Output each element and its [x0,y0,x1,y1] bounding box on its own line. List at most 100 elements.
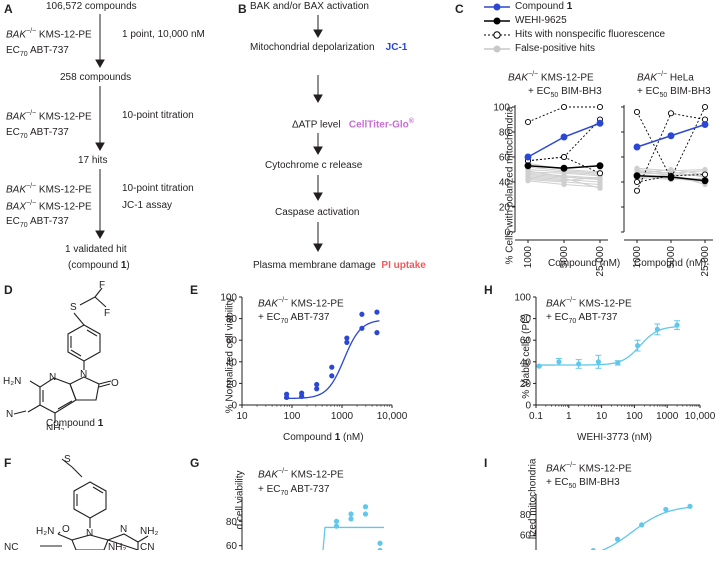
H-point [595,359,602,365]
legend-compound1 [484,3,510,11]
svg-text:H₂N: H₂N [3,376,21,387]
c-xtick-label: 1000 [523,246,534,269]
c-series-point [525,178,531,184]
c-ytick-label: 20 [499,203,511,214]
c-series-point [596,170,604,177]
E-xtick-label: 100 [284,411,301,422]
I-fit-curve [601,506,691,550]
panel-a-step4-line2: (compound 1) [68,260,130,271]
svg-text:N: N [6,409,13,420]
c-series-point [667,132,675,140]
E-point [329,373,335,379]
c-series-point [597,184,603,190]
c-ytick-label: 60 [499,153,511,164]
panel-b-step2: Mitochondrial depolarization JC-1 [250,42,408,53]
c-xtick-label: 25,000 [595,246,606,277]
c-series-point [634,165,640,171]
panel-b-step4: Cytochrome c release [265,160,363,171]
panel-h-title-line2: + EC70 ABT-737 [546,312,618,325]
panel-label-d: D [4,283,13,297]
panel-a-screen3-assay: JC-1 assay [122,200,173,211]
I-point [663,506,669,513]
panel-a-step3: 17 hits [78,155,108,166]
E-point [284,394,290,401]
svg-text:F: F [99,280,105,291]
E-xtick-label: 10,000 [377,411,408,422]
c-series-line [636,174,706,183]
panel-label-a: A [4,2,13,16]
panel-c-legend [484,3,510,53]
svg-text:N: N [86,528,93,539]
panel-b-step6: Plasma membrane damage PI uptake [253,260,426,271]
c-ytick-label: 0 [504,228,510,239]
svg-text:O: O [62,524,70,535]
c-ytick-label: 80 [499,128,511,139]
panel-label-f: F [4,456,12,470]
panel-a-step4-line1: 1 validated hit [65,244,127,255]
G-point [377,547,383,550]
G-ytick-label: 60 [226,541,238,550]
legend-false-positive [484,45,510,53]
panel-a-screen1-mode: 1 point, 10,000 nM [122,29,205,40]
panel-label-h: H [484,283,493,297]
H-ytick-label: 80 [520,314,532,325]
H-ytick-label: 40 [520,357,532,368]
panel-a-step1: 106,572 compounds [46,1,137,12]
E-ytick-label: 80 [226,314,238,325]
E-point [344,335,350,341]
E-ytick-label: 40 [226,357,238,368]
panel-i-title-line1: BAK−/− KMS-12-PE [546,462,632,475]
H-point [634,343,641,349]
I-point [639,522,645,528]
H-xtick-label: 1 [566,411,572,422]
panel-a-screen3-cells2: BAX−/− KMS-12-PE [6,200,92,213]
E-fit-curve [284,320,380,400]
c-xtick-label: 5000 [666,246,677,269]
c-series-point [667,173,675,181]
c-series-point [524,118,532,126]
E-point [344,339,350,345]
I-ytick-label: 60 [520,531,532,542]
panel-b-step3: ΔATP level CellTiter-Glo® [292,118,414,131]
E-ytick-label: 100 [220,293,237,304]
svg-text:NH₂: NH₂ [108,542,126,550]
svg-text:NC: NC [4,542,18,550]
G-ytick-label: 80 [226,517,238,528]
panel-c-right-title-line2: + EC50 BIM-BH3 [637,86,711,99]
H-ytick-label: 60 [520,336,532,347]
c-series-point [701,121,709,128]
panel-g-title-line1: BAK−/− KMS-12-PE [258,468,344,481]
panel-label-c: C [455,2,464,16]
G-point [333,523,340,529]
c-series-point [701,103,709,111]
G-point [348,511,354,517]
svg-text:N: N [49,372,56,383]
I-point [687,503,693,509]
c-series-line [636,106,706,180]
I-ytick-label: 80 [520,510,532,521]
legend-wehi9625 [484,17,510,25]
c-series-point [524,153,532,161]
panel-h-title-line1: BAK−/− KMS-12-PE [546,297,632,310]
svg-text:S: S [70,302,77,313]
H-point [674,322,680,328]
compound-f-structure: S N O N NH₂ CN H₂N NC NH₂ [4,454,158,550]
I-point [614,536,621,542]
E-ytick-label: 0 [231,401,237,412]
H-point [654,326,660,332]
panel-label-b: B [238,2,247,16]
svg-text:NH₂: NH₂ [140,526,158,537]
c-series-point [633,143,641,151]
H-xtick-label: 0.1 [529,411,543,422]
E-point [359,311,365,317]
panel-c-charts: 0 20 40 60 80 100 1000 5000 25,000 1000 5000 25,000 [493,103,713,277]
panel-label-i: I [484,456,488,470]
H-ytick-label: 20 [520,379,532,390]
c-series-point [596,162,604,170]
panel-a-screen3-mode: 10-point titration [122,183,194,194]
panel-label-g: G [190,456,200,470]
H-ytick-label: 100 [514,293,531,304]
legend-label-nonspecific: Hits with nonspecific fluorescence [515,29,666,40]
E-ytick-label: 60 [226,336,238,347]
legend-label-false-positive: False-positive hits [515,43,596,54]
